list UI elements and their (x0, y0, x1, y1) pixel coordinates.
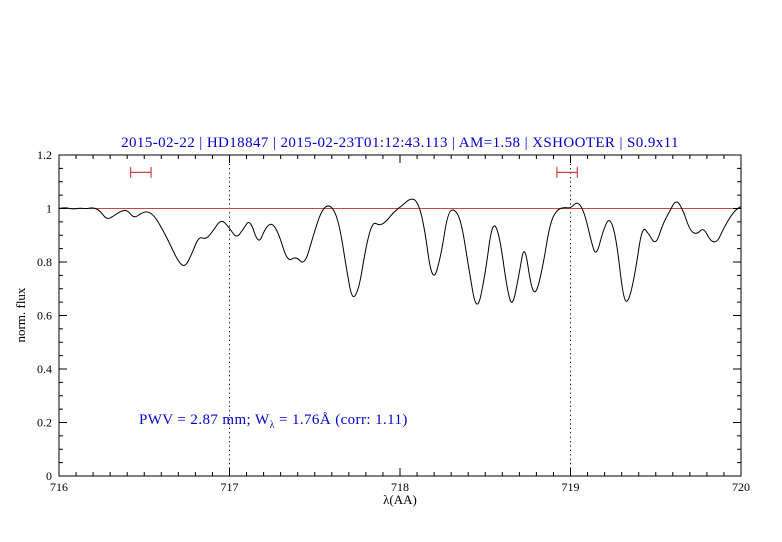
pwv-annotation-sub: λ (269, 420, 275, 431)
pwv-annotation-prefix: PWV = 2.87 mm; W (139, 412, 270, 428)
x-axis-label: λ(AA) (383, 492, 417, 507)
y-tick-label: 0.4 (37, 362, 52, 376)
y-tick-label: 0.2 (37, 416, 52, 430)
y-tick-label: 0.8 (37, 255, 52, 269)
x-tick-label: 720 (732, 480, 750, 494)
y-tick-label: 0 (46, 469, 52, 483)
pwv-annotation-suffix: = 1.76Å (corr: 1.11) (274, 412, 408, 428)
range-markers (130, 167, 578, 178)
y-axis-label: norm. flux (13, 287, 28, 343)
x-tick-label: 716 (50, 480, 68, 494)
x-tick-label: 719 (562, 480, 580, 494)
x-tick-label: 717 (221, 480, 239, 494)
tick-labels: 716 717 718 719 720 0 0.2 0.4 0.6 0.8 1 1.2 (37, 148, 750, 494)
y-tick-label: 1 (46, 202, 52, 216)
y-tick-label: 1.2 (37, 148, 52, 162)
spectrum-curve (58, 198, 742, 305)
x-tick-label: 718 (391, 480, 409, 494)
plot-title: 2015-02-22 | HD18847 | 2015-02-23T01:12:… (121, 135, 679, 151)
pwv-annotation: PWV = 2.87 mm; Wλ = 1.76Å (corr: 1.11) (139, 412, 408, 431)
y-tick-label: 0.6 (37, 309, 52, 323)
axis-ticks (58, 154, 742, 477)
